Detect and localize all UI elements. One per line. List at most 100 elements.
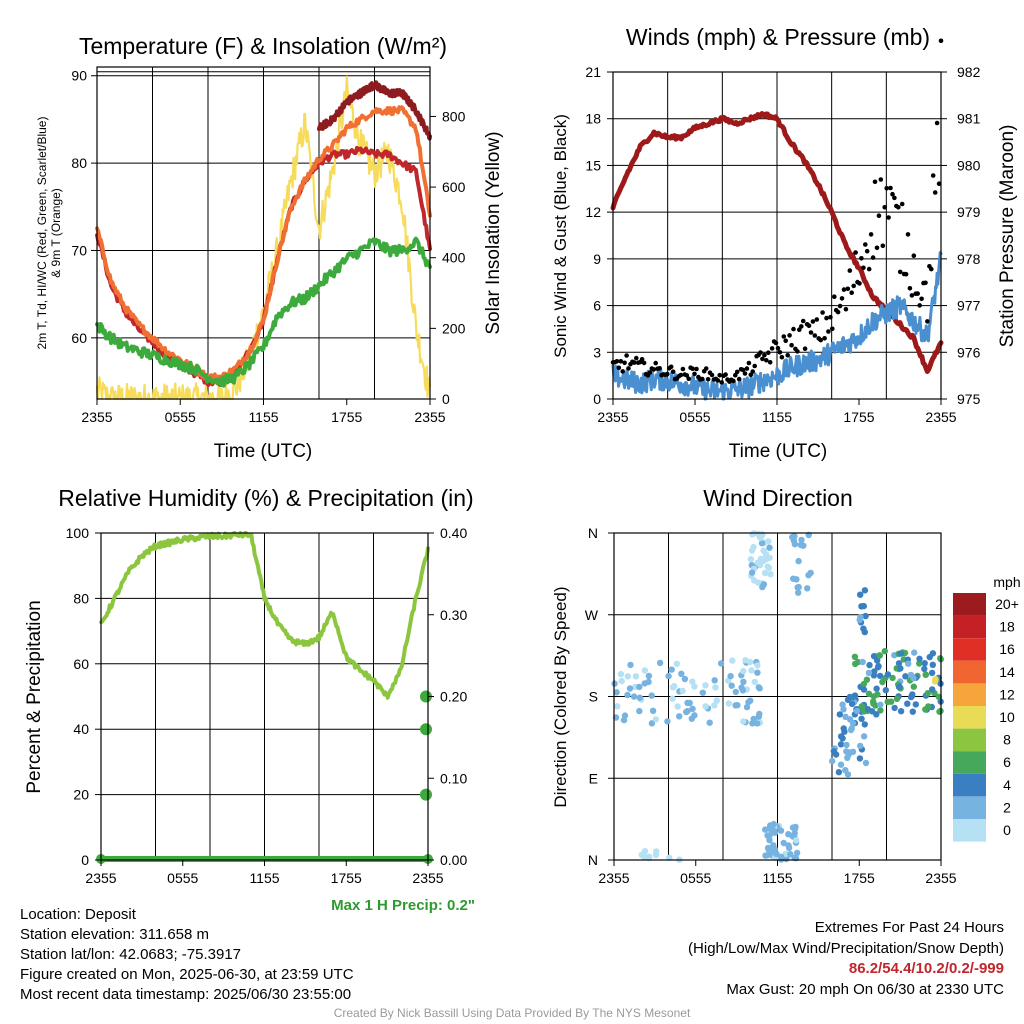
wdir-ytick-label: E [589,770,598,786]
wdir-point [740,687,746,693]
wdir-point [838,762,844,768]
wdir-point [798,542,804,548]
wind-gust-point [892,196,897,201]
wind-gust-point [871,255,876,260]
wdir-point [857,592,863,598]
wdir-xtick-label: 2355 [925,870,956,886]
wdir-point [740,679,746,685]
rh-y2tick-label: 0.30 [440,607,467,623]
wdir-point [750,544,756,550]
wind-gust-point [867,267,872,272]
wind-gust-point [811,319,816,324]
colorbar-swatch [953,661,986,684]
wdir-point [766,545,772,551]
wind-gust-point [762,353,767,358]
temp-xtick-label: 0555 [165,409,196,425]
temp-ytick-label: 60 [71,330,87,346]
temp-xtick-label: 1755 [331,409,362,425]
wdir-point [778,854,784,860]
wind-gust-point [710,373,715,378]
wind-gust-point [700,377,705,382]
wind-gust-point [865,249,870,254]
wdir-point [653,852,659,858]
colorbar-swatch [953,638,986,661]
wind-gust-point [620,369,625,374]
wind-gust-point [873,180,878,185]
colorbar-title: mph [993,574,1020,590]
wind-gust-point [900,202,905,207]
colorbar-swatch [953,796,986,819]
wind-y2tick-label: 980 [957,157,981,173]
wdir-xtick-label: 1755 [844,870,875,886]
wind-gust-point [882,205,887,210]
wdir-point [862,721,868,727]
wdir-point [885,671,891,677]
wdir-point [765,846,771,852]
wind-gust-point [653,361,658,366]
wdir-point [733,689,739,695]
temp-y2tick-label: 0 [442,391,450,407]
temp-title: Temperature (F) & Insolation (W/m²) [79,33,447,59]
wdir-ytick-label: W [585,607,599,623]
wdir-point [727,673,733,679]
wind-gust-point [752,364,757,369]
wdir-point [877,652,883,658]
wdir-point [842,714,848,720]
wind-gust-point [634,356,639,361]
wdir-point [740,668,746,674]
wind-ytick-label: 21 [585,64,601,80]
rh-precip-point [420,789,432,801]
wind-gust-point [809,330,814,335]
wdir-point [894,696,900,702]
wdir-point [904,701,910,707]
wind-gust-point [785,353,790,358]
wind-gust-point [795,349,800,354]
wdir-point [829,758,835,764]
wdir-point [936,709,942,715]
wind-gust-point [832,294,837,299]
wdir-point [883,687,889,693]
wind-gust-point [933,190,938,195]
wdir-point [642,848,648,854]
wdir-point [923,672,929,678]
wind-gust-point [778,350,783,355]
rh-xtick-label: 2355 [412,870,443,886]
wdir-point [858,603,864,609]
wdir-point [913,701,919,707]
wind-gust-point [898,270,903,275]
extremes-title: Extremes For Past 24 Hours [688,918,1004,939]
wind-xlabel: Time (UTC) [729,441,828,462]
wind-gust-point [706,377,711,382]
wind-xtick-label: 1755 [843,409,874,425]
wdir-point [795,590,801,596]
wind-gust-point [745,366,750,371]
wdir-point [664,718,670,724]
wdir-point [837,711,843,717]
wind-gust-point [869,232,874,237]
wind-gust-point [822,336,827,341]
wdir-point [841,725,847,731]
wind-gust-point [626,366,631,371]
wdir-point [755,531,761,537]
wdir-point [792,830,798,836]
wdir-point [764,556,770,562]
wdir-xtick-label: 0555 [680,870,711,886]
wdir-point [864,677,870,683]
wdir-point [848,727,854,733]
wdir-point [653,716,659,722]
wdir-point [745,699,751,705]
wdir-point [657,660,663,666]
wdir-point [793,837,799,843]
wdir-point [766,837,772,843]
wind-ytick-label: 18 [585,111,601,127]
temp-ytick-label: 80 [71,155,87,171]
wdir-point [882,648,888,654]
wdir-point [871,653,877,659]
meteogram-figure: 6070809002004006008002355 0555 1155 1755 235… [0,0,1024,1024]
wdir-point [718,660,724,666]
wdir-ytick-label: S [589,689,598,705]
wind-gust-point [776,346,781,351]
wind-gust-point [875,246,880,251]
wdir-point [871,668,877,674]
colorbar-swatch [953,774,986,797]
